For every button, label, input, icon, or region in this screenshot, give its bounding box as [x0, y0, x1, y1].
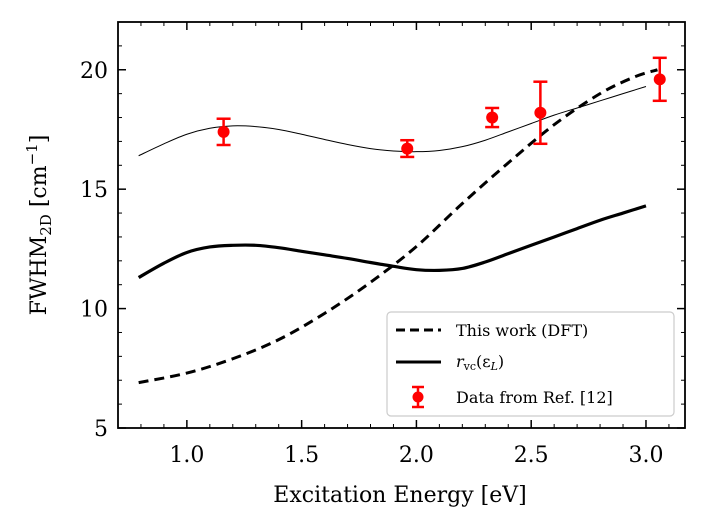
series-line-dft: [138, 68, 658, 385]
data-marker: [486, 111, 499, 124]
data-marker: [653, 73, 666, 86]
data-marker: [217, 125, 230, 138]
x-tick-label: 2.0: [399, 443, 434, 468]
series-layer: [137, 56, 667, 385]
legend-label-data: Data from Ref. [12]: [456, 388, 613, 407]
series-line-fit: [138, 86, 647, 157]
series-line-rvc: [137, 204, 647, 279]
data-marker: [401, 142, 414, 155]
data-point: [216, 117, 231, 147]
y-axis-label: FWHM2D [cm−1]: [23, 135, 55, 316]
legend: This work (DFT) rvc(εL) Data from Ref. […: [386, 311, 675, 417]
data-point: [533, 80, 548, 146]
x-axis-label: Excitation Energy [eV]: [273, 483, 526, 508]
data-marker: [534, 106, 547, 119]
legend-swatch-data: [412, 385, 424, 409]
data-point: [485, 106, 500, 129]
x-tick-label: 2.5: [514, 443, 549, 468]
x-tick-label: 1.0: [169, 443, 204, 468]
y-tick-label: 20: [80, 59, 108, 84]
legend-box: [386, 311, 675, 417]
y-tick-label: 10: [80, 298, 108, 323]
legend-label-dft: This work (DFT): [456, 321, 588, 340]
data-point: [400, 138, 415, 159]
x-tick-label: 3.0: [628, 443, 663, 468]
y-tick-label: 15: [80, 178, 108, 203]
x-tick-label: 1.5: [284, 443, 319, 468]
legend-label-rvc: rvc(εL): [456, 352, 504, 373]
data-point: [652, 56, 667, 103]
y-tick-label: 5: [94, 417, 108, 442]
plot-frame: [117, 21, 686, 429]
